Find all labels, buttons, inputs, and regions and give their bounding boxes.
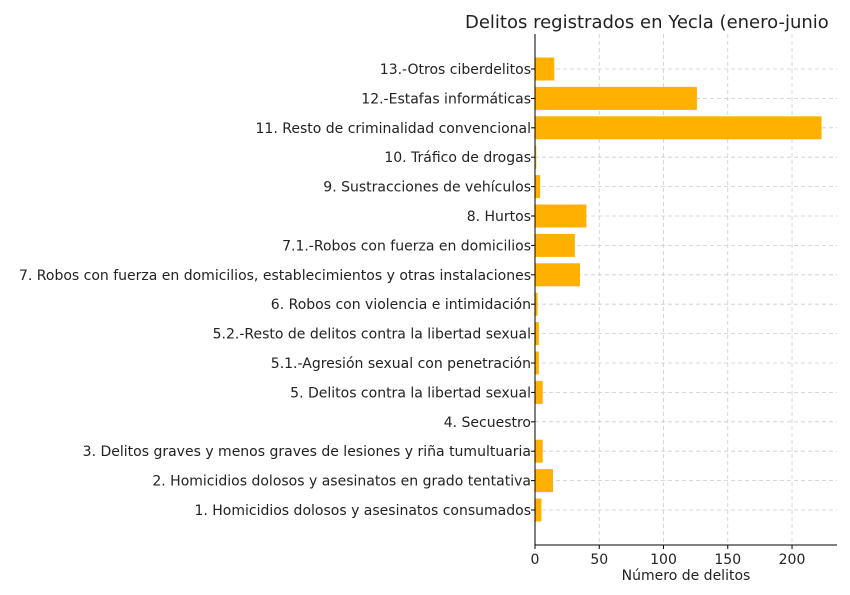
category-label: 5.2.-Resto de delitos contra la libertad… (213, 327, 531, 343)
bar (535, 351, 539, 375)
bar (535, 469, 553, 493)
category-label: 1. Homicidios dolosos y asesinatos consu… (194, 503, 531, 519)
category-label: 5. Delitos contra la libertad sexual (290, 385, 531, 401)
bar (535, 233, 575, 257)
bar (535, 292, 538, 316)
bar (535, 498, 542, 522)
bar (535, 322, 539, 346)
category-label: 11. Resto de criminalidad convencional (256, 121, 531, 137)
x-tick-labels: 0 50 100 150 200 (531, 552, 806, 568)
x-tick-label: 0 (531, 552, 540, 568)
bar (535, 86, 697, 110)
bar (535, 204, 587, 228)
category-label: 9. Sustracciones de vehículos (323, 180, 531, 196)
grid-lines (534, 34, 837, 545)
bar (535, 263, 580, 287)
category-label: 4. Secuestro (444, 415, 531, 431)
category-label: 10. Tráfico de drogas (384, 150, 531, 166)
bar (535, 175, 541, 199)
axes (531, 34, 837, 549)
bar (535, 57, 555, 81)
category-label: 2. Homicidios dolosos y asesinatos en gr… (152, 474, 531, 490)
chart-title: Delitos registrados en Yecla (enero-juni… (465, 12, 829, 33)
category-label: 7. Robos con fuerza en domicilios, estab… (19, 268, 531, 284)
bar (535, 145, 537, 169)
category-label: 5.1.-Agresión sexual con penetración (271, 356, 531, 372)
x-tick-label: 150 (714, 552, 741, 568)
category-label: 6. Robos con violencia e intimidación (271, 297, 531, 313)
x-axis-title: Número de delitos (622, 568, 751, 584)
x-tick-label: 100 (650, 552, 677, 568)
bars (535, 57, 822, 522)
x-tick-label: 50 (590, 552, 608, 568)
category-labels: 1. Homicidios dolosos y asesinatos consu… (19, 62, 531, 519)
category-label: 8. Hurtos (467, 209, 531, 225)
bar (535, 116, 822, 140)
category-label: 3. Delitos graves y menos graves de lesi… (83, 444, 531, 460)
bar (535, 439, 543, 463)
bar (535, 380, 543, 404)
category-label: 12.-Estafas informáticas (361, 91, 531, 107)
category-label: 13.-Otros ciberdelitos (380, 62, 531, 78)
category-label: 7.1.-Robos con fuerza en domicilios (282, 238, 531, 254)
x-tick-label: 200 (779, 552, 806, 568)
